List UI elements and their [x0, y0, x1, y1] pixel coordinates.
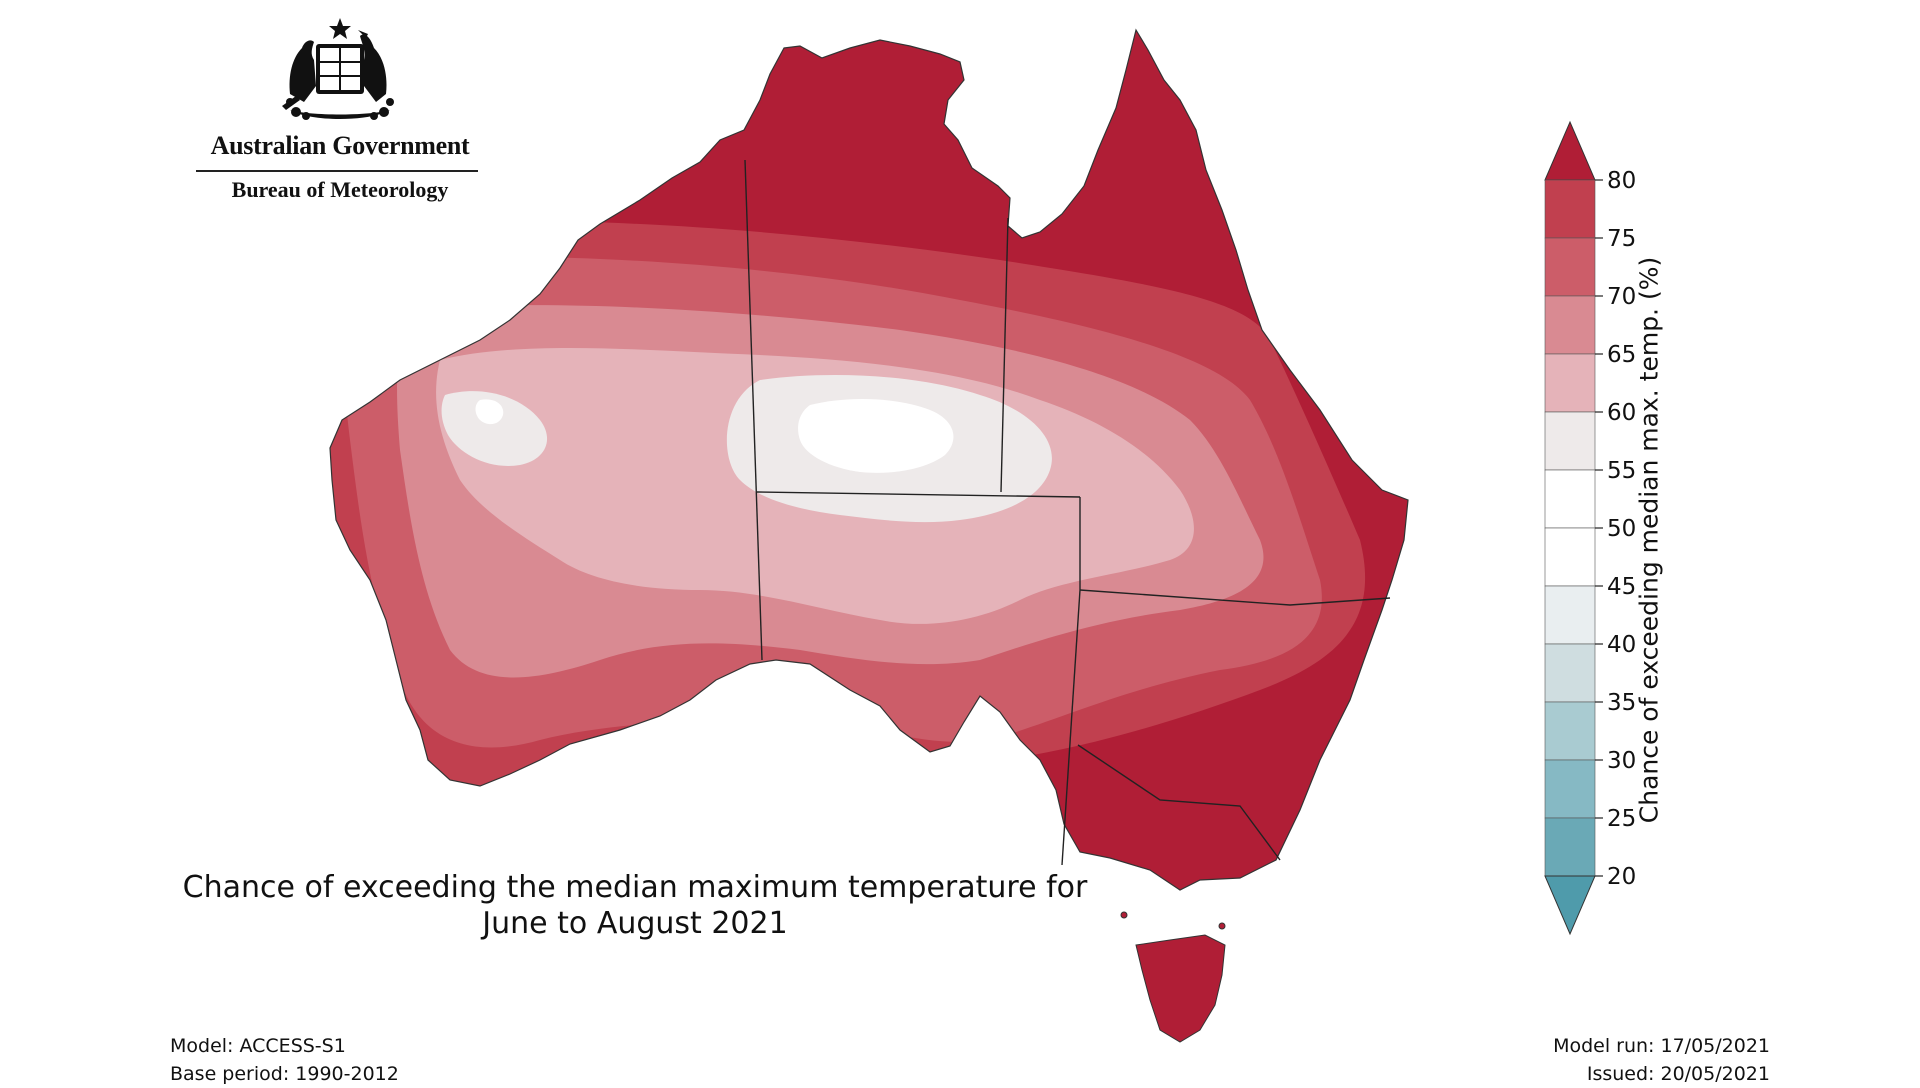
state-borders — [744, 159, 1391, 866]
colorbar-swatch — [1544, 469, 1596, 529]
map-title-line2: June to August 2021 — [482, 906, 788, 941]
map-title-line1: Chance of exceeding the median maximum t… — [182, 870, 1088, 905]
colorbar-tick-label: 55 — [1607, 458, 1636, 484]
zone-45-west — [475, 399, 504, 425]
border-wa — [744, 159, 763, 661]
government-logo: Australian Government Bureau of Meteorol… — [190, 14, 490, 214]
border-nsw-vic — [1077, 744, 1281, 861]
probability-field — [330, 30, 1408, 890]
border-nt-sa — [756, 491, 1081, 498]
colorbar-extend-over — [1544, 120, 1596, 181]
colorbar-swatch — [1544, 237, 1596, 297]
colorbar: 80 75 70 65 60 55 50 45 40 35 30 25 20 — [1544, 120, 1636, 936]
logo-divider — [196, 170, 478, 172]
issued-label: Issued: 20/05/2021 — [1586, 1063, 1770, 1085]
colorbar-tick-label: 50 — [1607, 516, 1636, 542]
coat-of-arms-icon — [282, 18, 394, 120]
government-name: Australian Government — [210, 131, 470, 160]
model-label: Model: ACCESS-S1 — [170, 1035, 346, 1057]
zone-55-west — [441, 391, 548, 466]
colorbar-title: Chance of exceeding median max. temp. (%… — [1634, 256, 1664, 824]
colorbar-tick-label: 65 — [1607, 342, 1636, 368]
colorbar-swatch — [1544, 817, 1596, 877]
colorbar-swatch — [1544, 295, 1596, 355]
colorbar-tick-label: 60 — [1607, 400, 1636, 426]
colorbar-swatch — [1544, 411, 1596, 471]
colorbar-tick-label: 25 — [1607, 806, 1636, 832]
agency-name: Bureau of Meteorology — [231, 177, 449, 202]
base-period-label: Base period: 1990-2012 — [170, 1063, 399, 1085]
colorbar-tick-label: 30 — [1607, 748, 1636, 774]
colorbar-swatch — [1544, 179, 1596, 239]
colorbar-swatch — [1544, 585, 1596, 645]
colorbar-swatch — [1544, 643, 1596, 703]
map-title: Chance of exceeding the median maximum t… — [140, 870, 1130, 942]
colorbar-swatch — [1544, 527, 1596, 587]
colorbar-tick-label: 20 — [1607, 864, 1636, 890]
colorbar-tick-label: 40 — [1607, 632, 1636, 658]
colorbar-swatch — [1544, 701, 1596, 761]
border-qld-nsw — [1079, 589, 1391, 606]
colorbar-ticks: 80 75 70 65 60 55 50 45 40 35 30 25 20 — [1595, 168, 1636, 890]
colorbar-tick-label: 75 — [1607, 226, 1636, 252]
colorbar-tick-label: 45 — [1607, 574, 1636, 600]
border-sa-nsw-vic — [1061, 589, 1081, 866]
model-run-label: Model run: 17/05/2021 — [1553, 1035, 1770, 1057]
zone-45 — [798, 398, 954, 473]
border-nt-qld — [1000, 217, 1009, 493]
tasmania — [1135, 934, 1226, 1043]
colorbar-extend-under — [1544, 875, 1596, 936]
colorbar-swatch — [1544, 759, 1596, 819]
colorbar-tick-label: 80 — [1607, 168, 1636, 194]
colorbar-swatches — [1544, 120, 1596, 936]
colorbar-swatch — [1544, 353, 1596, 413]
colorbar-tick-label: 70 — [1607, 284, 1636, 310]
colorbar-tick-label: 35 — [1607, 690, 1636, 716]
